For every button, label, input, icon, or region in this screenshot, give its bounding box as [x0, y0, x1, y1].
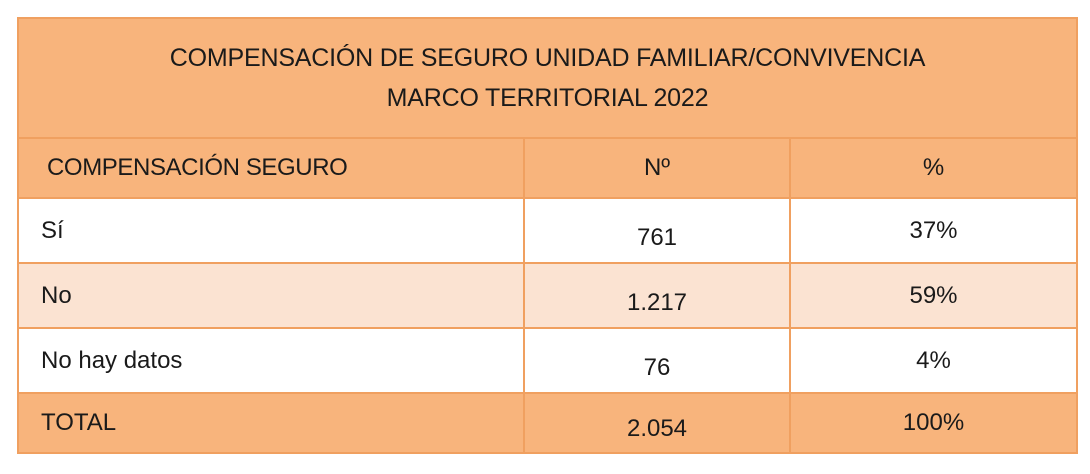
total-count: 2.054 [523, 392, 791, 454]
column-header-percent: % [789, 137, 1078, 199]
table-title-cell: COMPENSACIÓN DE SEGURO UNIDAD FAMILIAR/C… [17, 17, 1078, 139]
row-percent: 4% [789, 327, 1078, 394]
total-label: TOTAL [17, 392, 525, 454]
column-header-category: COMPENSACIÓN SEGURO [17, 137, 525, 199]
row-label: Sí [17, 197, 525, 264]
insurance-compensation-table: COMPENSACIÓN DE SEGURO UNIDAD FAMILIAR/C… [17, 17, 1078, 454]
table-row: Sí 761 37% [17, 197, 1078, 264]
table-subtitle: MARCO TERRITORIAL 2022 [386, 84, 709, 112]
row-label: No hay datos [17, 327, 525, 394]
row-count: 1.217 [523, 262, 791, 329]
table-total-row: TOTAL 2.054 100% [17, 392, 1078, 454]
table-title-row: COMPENSACIÓN DE SEGURO UNIDAD FAMILIAR/C… [17, 17, 1078, 139]
total-percent: 100% [789, 392, 1078, 454]
table-row: No 1.217 59% [17, 262, 1078, 329]
table-title: COMPENSACIÓN DE SEGURO UNIDAD FAMILIAR/C… [169, 44, 926, 72]
row-label: No [17, 262, 525, 329]
column-header-count: Nº [523, 137, 791, 199]
row-count: 761 [523, 197, 791, 264]
row-percent: 59% [789, 262, 1078, 329]
row-percent: 37% [789, 197, 1078, 264]
table-row: No hay datos 76 4% [17, 327, 1078, 394]
row-count: 76 [523, 327, 791, 394]
table-header-row: COMPENSACIÓN SEGURO Nº % [17, 137, 1078, 199]
